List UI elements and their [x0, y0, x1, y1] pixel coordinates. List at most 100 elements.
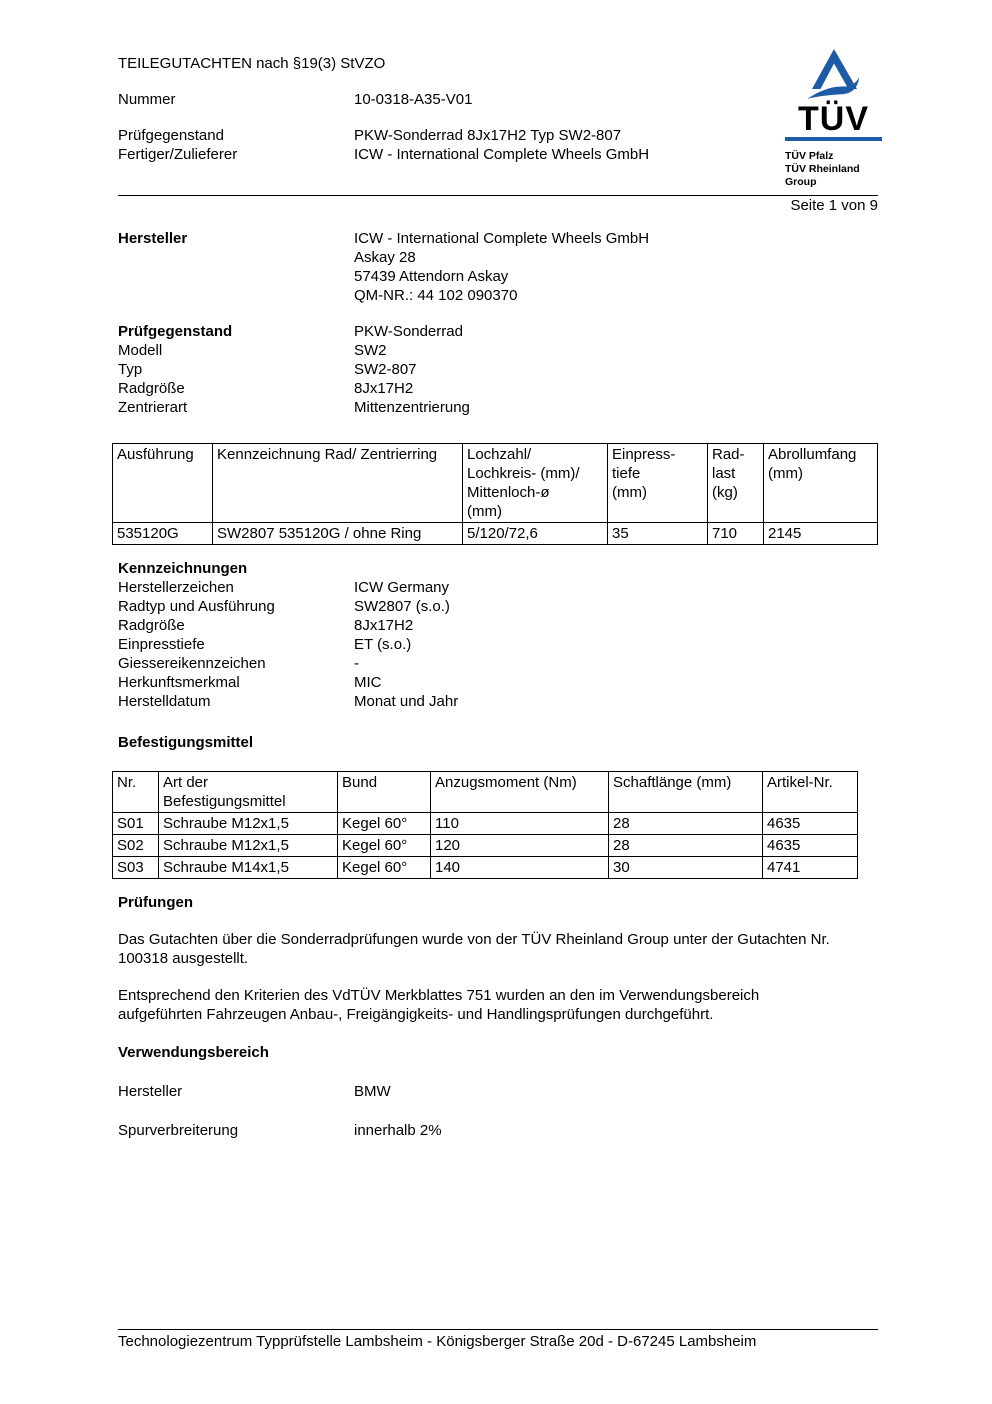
page-title: TEILEGUTACHTEN nach §19(3) StVZO — [118, 55, 386, 72]
address-line: 57439 Attendorn Askay — [354, 268, 509, 285]
wheel-spec-table: Ausführung Kennzeichnung Rad/ Zentrierri… — [112, 443, 878, 545]
column-header: Art der Befestigungsmittel — [158, 771, 338, 813]
table-cell: Schraube M12x1,5 — [158, 834, 338, 857]
table-cell: 4635 — [762, 834, 858, 857]
column-header: Abrollumfang (mm) — [763, 443, 878, 523]
header-field-fertiger: Fertiger/Zulieferer ICW - International … — [118, 145, 878, 164]
table-cell: SW2807 535120G / ohne Ring — [212, 522, 463, 545]
table-cell: Kegel 60° — [337, 834, 431, 857]
tuv-org-line2: TÜV Rheinland Group — [785, 163, 860, 188]
column-header: Ausführung — [112, 443, 213, 523]
column-header: Anzugsmoment (Nm) — [430, 771, 609, 813]
column-header: Bund — [337, 771, 431, 813]
hersteller-block: Hersteller ICW - International Complete … — [118, 229, 878, 305]
field-label: Hersteller — [118, 230, 188, 247]
table-cell: 4635 — [762, 812, 858, 835]
fasteners-table: Nr. Art der Befestigungsmittel Bund Anzu… — [112, 771, 858, 879]
table-header-row: Ausführung Kennzeichnung Rad/ Zentrierri… — [112, 443, 878, 523]
field-value: SW2-807 — [354, 361, 417, 378]
paragraph: Entsprechend den Kriterien des VdTÜV Mer… — [118, 987, 760, 1023]
pruefgegenstand-block: Prüfgegenstand PKW-Sonderrad Modell SW2 … — [118, 322, 878, 417]
table-row: 535120G SW2807 535120G / ohne Ring 5/120… — [112, 522, 878, 545]
footer-text: Technologiezentrum Typprüfstelle Lambshe… — [118, 1333, 757, 1350]
table-cell: 5/120/72,6 — [462, 522, 608, 545]
column-header: Kennzeichnung Rad/ Zentrierring — [212, 443, 463, 523]
section-title: Verwendungsbereich — [118, 1044, 269, 1061]
field-value: ICW Germany — [354, 579, 450, 596]
table-cell: 710 — [707, 522, 764, 545]
column-header: Schaftlänge (mm) — [608, 771, 763, 813]
column-header: Lochzahl/ Lochkreis- (mm)/ Mittenloch-ø … — [462, 443, 608, 523]
column-header: Rad- last (kg) — [707, 443, 764, 523]
marking-row: Herstellerzeichen ICW Germany — [118, 578, 878, 597]
table-cell: 28 — [608, 834, 763, 857]
marking-row: Radgröße 8Jx17H2 — [118, 616, 878, 635]
header-divider — [118, 195, 878, 196]
hersteller-address: ICW - International Complete Wheels GmbH… — [354, 229, 878, 305]
page-number: Seite 1 von 9 — [790, 197, 878, 214]
field-value: 8Jx17H2 — [354, 617, 414, 634]
table-row: S02 Schraube M12x1,5 Kegel 60° 120 28 46… — [112, 834, 858, 857]
field-value: SW2807 (s.o.) — [354, 598, 450, 615]
field-value: MIC — [354, 674, 382, 691]
tuv-triangle-icon — [806, 49, 859, 99]
field-value: PKW-Sonderrad — [354, 323, 463, 340]
field-label: Herstellerzeichen — [118, 579, 234, 596]
field-label: Typ — [118, 361, 143, 378]
address-line: QM-NR.: 44 102 090370 — [354, 287, 518, 304]
table-row: S01 Schraube M12x1,5 Kegel 60° 110 28 46… — [112, 812, 858, 835]
field-label: Giessereikennzeichen — [118, 655, 266, 672]
header-field-nummer: Nummer 10-0318-A35-V01 — [118, 90, 878, 109]
table-cell: Kegel 60° — [337, 856, 431, 879]
table-cell: Kegel 60° — [337, 812, 431, 835]
tuv-logo: TÜV TÜV Pfalz TÜV Rheinland Group — [785, 48, 882, 189]
field-value: 8Jx17H2 — [354, 380, 414, 397]
marking-row: Herstelldatum Monat und Jahr — [118, 692, 878, 711]
address-line: ICW - International Complete Wheels GmbH — [354, 230, 650, 247]
field-label: Herkunftsmerkmal — [118, 674, 240, 691]
field-value: BMW — [354, 1083, 391, 1100]
section-title: Kennzeichnungen — [118, 560, 248, 577]
paragraph: Das Gutachten über die Sonderradprüfunge… — [118, 931, 830, 967]
field-label: Prüfgegenstand — [118, 127, 224, 144]
field-value: ICW - International Complete Wheels GmbH — [354, 146, 650, 163]
table-header-row: Nr. Art der Befestigungsmittel Bund Anzu… — [112, 771, 858, 813]
field-label: Nummer — [118, 91, 176, 108]
table-cell: S03 — [112, 856, 159, 879]
table-cell: Schraube M12x1,5 — [158, 812, 338, 835]
usage-row: Hersteller BMW — [118, 1082, 878, 1101]
section-title: Befestigungsmittel — [118, 734, 254, 751]
column-header: Nr. — [112, 771, 159, 813]
header-field-pruefgegenstand: Prüfgegenstand PKW-Sonderrad 8Jx17H2 Typ… — [118, 126, 878, 145]
field-label: Herstelldatum — [118, 693, 211, 710]
table-cell: S01 — [112, 812, 159, 835]
field-value: innerhalb 2% — [354, 1122, 442, 1139]
table-cell: 35 — [607, 522, 708, 545]
tuv-org-line1: TÜV Pfalz — [785, 150, 834, 162]
page-footer: Technologiezentrum Typprüfstelle Lambshe… — [118, 1329, 878, 1351]
field-label: Spurverbreiterung — [118, 1122, 239, 1139]
address-line: Askay 28 — [354, 249, 416, 266]
field-label: Modell — [118, 342, 163, 359]
field-value: Monat und Jahr — [354, 693, 459, 710]
table-cell: S02 — [112, 834, 159, 857]
field-label: Radgröße — [118, 617, 185, 634]
field-label: Radtyp und Ausführung — [118, 598, 275, 615]
spec-row: Radgröße 8Jx17H2 — [118, 379, 878, 398]
table-row: S03 Schraube M14x1,5 Kegel 60° 140 30 47… — [112, 856, 858, 879]
marking-row: Giessereikennzeichen - — [118, 654, 878, 673]
spec-row: Modell SW2 — [118, 341, 878, 360]
table-cell: Schraube M14x1,5 — [158, 856, 338, 879]
table-cell: 535120G — [112, 522, 213, 545]
table-cell: 4741 — [762, 856, 858, 879]
field-value: - — [354, 655, 359, 672]
field-value: Mittenzentrierung — [354, 399, 470, 416]
spec-row: Zentrierart Mittenzentrierung — [118, 398, 878, 417]
section-title: Prüfungen — [118, 894, 193, 911]
field-value: 10-0318-A35-V01 — [354, 91, 473, 108]
column-header: Artikel-Nr. — [762, 771, 858, 813]
table-cell: 120 — [430, 834, 609, 857]
tuv-logo-rule — [785, 137, 882, 141]
field-label: Prüfgegenstand — [118, 323, 233, 340]
field-value: ET (s.o.) — [354, 636, 412, 653]
